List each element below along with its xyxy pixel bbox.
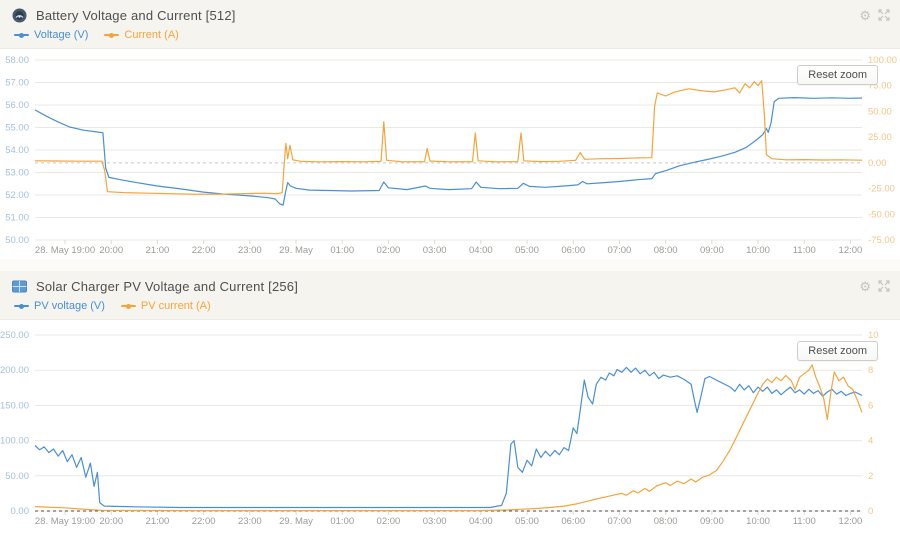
svg-text:22:00: 22:00 xyxy=(192,516,216,527)
svg-text:21:00: 21:00 xyxy=(146,516,170,527)
svg-text:50.00: 50.00 xyxy=(5,235,29,246)
solar-chart-plot[interactable]: 250.00200.00150.00100.0050.000.001086420… xyxy=(0,320,900,540)
svg-text:25.00: 25.00 xyxy=(868,132,892,143)
current-line-marker xyxy=(104,32,120,38)
svg-text:150.00: 150.00 xyxy=(0,400,29,411)
svg-text:01:00: 01:00 xyxy=(330,245,354,256)
gear-icon[interactable]: ⚙ xyxy=(859,278,871,294)
svg-text:05:00: 05:00 xyxy=(515,516,539,527)
expand-icon[interactable] xyxy=(878,280,890,292)
legend-item-pv-current[interactable]: PV current (A) xyxy=(120,300,211,312)
svg-text:10:00: 10:00 xyxy=(746,245,770,256)
svg-text:04:00: 04:00 xyxy=(469,245,493,256)
svg-text:03:00: 03:00 xyxy=(423,516,447,527)
gear-icon[interactable]: ⚙ xyxy=(859,7,871,23)
svg-text:09:00: 09:00 xyxy=(700,516,724,527)
svg-text:29. May: 29. May xyxy=(279,516,313,527)
solar-chart-header: Solar Charger PV Voltage and Current [25… xyxy=(0,271,900,320)
svg-text:08:00: 08:00 xyxy=(654,245,678,256)
reset-zoom-button[interactable]: Reset zoom xyxy=(797,341,878,361)
legend-item-pv-voltage[interactable]: PV voltage (V) xyxy=(14,300,105,312)
svg-text:04:00: 04:00 xyxy=(469,516,493,527)
legend-item-current[interactable]: Current (A) xyxy=(104,29,179,41)
solar-chart-plot-area: 250.00 200.00 150.00 100.00 50.00 0.00 10 8 6 4 2 0… xyxy=(0,320,900,540)
legend-label: Voltage (V) xyxy=(34,29,89,41)
svg-text:01:00: 01:00 xyxy=(330,516,354,527)
svg-text:20:00: 20:00 xyxy=(99,245,123,256)
battery-chart-title: Battery Voltage and Current [512] xyxy=(36,7,236,23)
svg-text:57.00: 57.00 xyxy=(5,78,29,89)
svg-text:-50.00: -50.00 xyxy=(868,209,895,220)
svg-text:07:00: 07:00 xyxy=(608,245,632,256)
svg-text:0.00: 0.00 xyxy=(11,506,30,517)
svg-text:11:00: 11:00 xyxy=(793,516,816,527)
svg-text:02:00: 02:00 xyxy=(377,245,401,256)
svg-text:55.00: 55.00 xyxy=(5,123,29,134)
svg-text:58.00: 58.00 xyxy=(5,55,29,66)
svg-text:11:00: 11:00 xyxy=(793,245,816,256)
pv-current-line-marker xyxy=(120,303,136,309)
svg-text:0.00: 0.00 xyxy=(868,158,887,169)
svg-text:03:00: 03:00 xyxy=(423,245,447,256)
svg-text:200.00: 200.00 xyxy=(0,365,29,376)
svg-text:4: 4 xyxy=(868,436,873,447)
solar-chart-panel: Solar Charger PV Voltage and Current [25… xyxy=(0,271,900,540)
svg-text:10:00: 10:00 xyxy=(746,516,770,527)
svg-text:-25.00: -25.00 xyxy=(868,184,895,195)
svg-text:23:00: 23:00 xyxy=(238,245,262,256)
voltage-line-marker xyxy=(14,32,29,38)
svg-text:51.00: 51.00 xyxy=(5,213,29,224)
svg-text:07:00: 07:00 xyxy=(608,516,632,527)
battery-chart-plot[interactable]: 58.00 57.00 56.00 55.00 54.00 53.00 52.00 51.00… xyxy=(0,49,900,259)
svg-text:6: 6 xyxy=(868,400,873,411)
svg-text:50.00: 50.00 xyxy=(5,471,29,482)
svg-text:22:00: 22:00 xyxy=(192,245,216,256)
reset-zoom-button[interactable]: Reset zoom xyxy=(797,65,878,85)
svg-text:20:00: 20:00 xyxy=(99,516,123,527)
svg-text:05:00: 05:00 xyxy=(515,245,539,256)
svg-text:2: 2 xyxy=(868,471,873,482)
svg-text:23:00: 23:00 xyxy=(238,516,262,527)
svg-text:-75.00: -75.00 xyxy=(868,235,895,246)
battery-chart-legend: Voltage (V) Current (A) xyxy=(12,25,890,44)
svg-text:50.00: 50.00 xyxy=(868,106,892,117)
svg-text:29. May: 29. May xyxy=(279,245,313,256)
svg-text:08:00: 08:00 xyxy=(654,516,678,527)
svg-text:06:00: 06:00 xyxy=(561,516,585,527)
svg-text:28. May 19:00: 28. May 19:00 xyxy=(35,245,95,256)
svg-text:12:00: 12:00 xyxy=(839,245,863,256)
solar-chart-title: Solar Charger PV Voltage and Current [25… xyxy=(36,278,299,294)
svg-text:8: 8 xyxy=(868,365,873,376)
svg-text:21:00: 21:00 xyxy=(146,245,170,256)
battery-chart-plot-area: 58.00 57.00 56.00 55.00 54.00 53.00 52.00 51.00… xyxy=(0,49,900,259)
pv-voltage-line-marker xyxy=(14,303,29,309)
svg-text:09:00: 09:00 xyxy=(700,245,724,256)
solar-chart-legend: PV voltage (V) PV current (A) xyxy=(12,296,890,315)
svg-text:75.00: 75.00 xyxy=(868,81,892,92)
battery-chart-header: Battery Voltage and Current [512] ⚙ Volt… xyxy=(0,0,900,49)
svg-text:02:00: 02:00 xyxy=(377,516,401,527)
svg-text:100.00: 100.00 xyxy=(868,55,897,66)
svg-text:06:00: 06:00 xyxy=(561,245,585,256)
battery-chart-panel: Battery Voltage and Current [512] ⚙ Volt… xyxy=(0,0,900,259)
legend-label: Current (A) xyxy=(124,29,179,41)
svg-text:53.00: 53.00 xyxy=(5,168,29,179)
expand-icon[interactable] xyxy=(878,9,890,21)
legend-label: PV voltage (V) xyxy=(34,300,105,312)
svg-text:12:00: 12:00 xyxy=(839,516,863,527)
legend-item-voltage[interactable]: Voltage (V) xyxy=(14,29,88,41)
legend-label: PV current (A) xyxy=(140,300,211,312)
svg-text:28. May 19:00: 28. May 19:00 xyxy=(35,516,95,527)
svg-text:52.00: 52.00 xyxy=(5,190,29,201)
battery-monitor-icon xyxy=(12,8,27,23)
svg-text:56.00: 56.00 xyxy=(5,100,29,111)
svg-text:10: 10 xyxy=(868,330,879,341)
svg-text:0: 0 xyxy=(868,506,873,517)
solar-panel-icon xyxy=(12,279,27,294)
svg-text:100.00: 100.00 xyxy=(0,436,29,447)
svg-text:54.00: 54.00 xyxy=(5,145,29,156)
svg-text:250.00: 250.00 xyxy=(0,330,29,341)
